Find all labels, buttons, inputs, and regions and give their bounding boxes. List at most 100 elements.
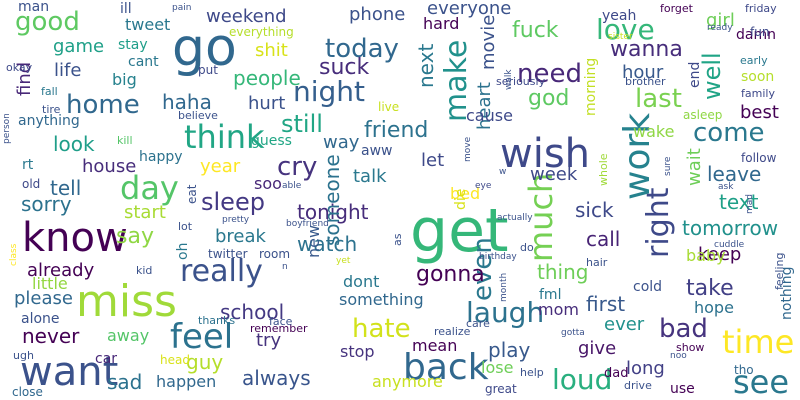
word: tomorrow — [682, 216, 779, 240]
word: god — [528, 86, 570, 111]
word: call — [586, 227, 621, 251]
word: still — [281, 110, 323, 138]
word: feel — [170, 317, 234, 357]
word: want — [20, 349, 119, 395]
word: come — [693, 118, 765, 148]
word: anymore — [372, 372, 443, 391]
word: soon — [741, 69, 775, 85]
word: gonna — [416, 262, 485, 287]
word: please — [14, 288, 73, 309]
word: cry — [277, 152, 318, 182]
word: man — [18, 0, 50, 15]
word: try — [256, 330, 282, 351]
word: go — [172, 18, 237, 78]
word: know — [22, 215, 128, 261]
word: cause — [466, 106, 513, 125]
word: watch — [297, 232, 358, 256]
word: little — [32, 274, 68, 293]
word: movie — [478, 14, 499, 70]
word: take — [686, 276, 734, 301]
word: night — [293, 75, 366, 108]
word: birthday — [479, 252, 517, 262]
word: haha — [162, 90, 212, 114]
word: noo — [670, 351, 687, 361]
word: pretty — [222, 215, 250, 225]
word: time — [722, 323, 795, 361]
word: stop — [340, 342, 375, 361]
word: seriously — [496, 75, 546, 88]
word: guess — [251, 133, 292, 149]
word: game — [53, 36, 105, 57]
word: today — [325, 34, 399, 64]
word: first — [586, 292, 626, 316]
word: eat — [185, 184, 199, 204]
word: ready — [707, 23, 733, 33]
word: wait — [684, 148, 705, 186]
word: feeling — [773, 252, 786, 290]
word: stay — [118, 37, 148, 53]
word: brother — [625, 75, 666, 88]
word: alone — [21, 311, 60, 327]
word: early — [740, 54, 768, 67]
word: life — [54, 60, 82, 81]
word: close — [12, 385, 43, 399]
word: whole — [597, 153, 610, 186]
word: thing — [537, 260, 589, 284]
word: phone — [349, 4, 406, 25]
word: start — [124, 202, 166, 223]
word: sorry — [21, 192, 72, 216]
word: tell — [50, 176, 82, 200]
word: house — [82, 156, 137, 177]
word: fun — [750, 25, 770, 39]
word: back — [403, 347, 489, 388]
word: really — [180, 254, 263, 289]
word: realize — [434, 325, 471, 338]
word: dont — [343, 272, 380, 291]
word: last — [635, 84, 682, 114]
word: wanna — [610, 37, 683, 62]
word: new — [304, 224, 323, 258]
word: friday — [745, 2, 777, 15]
word: kill — [117, 134, 133, 147]
word: girl — [706, 10, 735, 31]
word: loud — [552, 363, 613, 396]
word: tire — [42, 103, 61, 116]
word: die — [453, 188, 469, 210]
word: tweet — [125, 15, 171, 34]
word: happen — [156, 372, 217, 391]
word: ever — [604, 314, 645, 335]
word: friend — [364, 118, 429, 143]
word: love — [596, 13, 655, 46]
word: never — [22, 324, 80, 348]
word: sad — [107, 370, 143, 394]
word: play — [488, 338, 531, 362]
word: as — [391, 233, 404, 246]
word: hour — [622, 62, 664, 83]
word: happy — [139, 149, 183, 165]
word: laugh — [466, 296, 545, 329]
word: follow — [741, 151, 777, 165]
word: break — [215, 226, 266, 247]
word: car — [95, 351, 118, 367]
word: well — [698, 52, 726, 100]
word: okay — [6, 61, 33, 74]
word: n — [282, 262, 288, 272]
word: fall — [41, 85, 58, 98]
word: do — [520, 241, 534, 254]
word: hard — [423, 14, 460, 33]
word: leave — [707, 162, 762, 186]
word: ugh — [13, 349, 34, 362]
word: miss — [76, 276, 177, 327]
word: class — [9, 243, 19, 266]
word: asleep — [683, 108, 723, 122]
word: cuddle — [714, 240, 745, 250]
word: gotta — [561, 328, 585, 338]
word: dad — [604, 366, 629, 381]
word: text — [719, 190, 759, 214]
word: big — [112, 70, 137, 89]
word: anything — [18, 113, 80, 129]
word: aww — [361, 143, 393, 159]
word: get — [410, 196, 509, 266]
word: person — [2, 113, 12, 144]
